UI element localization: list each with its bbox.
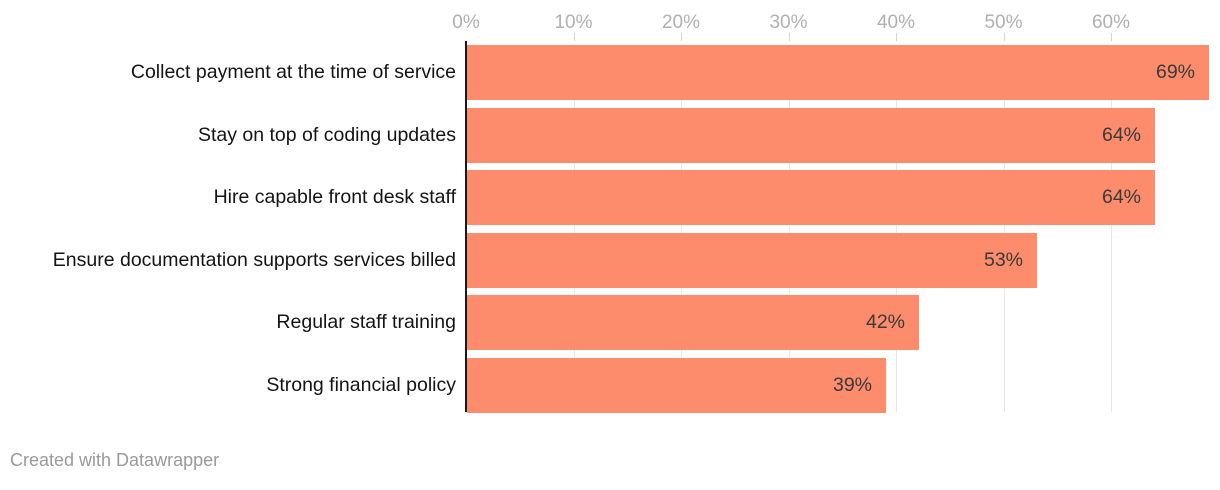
x-tick-label: 40% (876, 12, 916, 33)
x-tick-label: 50% (984, 12, 1023, 33)
bar-value-label: 53% (983, 248, 1023, 271)
bar: 39% (467, 357, 886, 413)
gridline (1111, 45, 1112, 412)
gridline (681, 45, 682, 412)
x-tick-mark (788, 33, 790, 41)
x-tick-mark (681, 33, 682, 41)
bar: 42% (467, 295, 919, 350)
category-label: Hire capable front desk staff (213, 186, 456, 208)
category-label: Ensure documentation supports services b… (52, 248, 456, 271)
bar: 69% (467, 45, 1209, 100)
gridline (896, 45, 897, 412)
gridline (788, 45, 790, 412)
category-label: Strong financial policy (266, 373, 456, 396)
x-tick-mark (896, 33, 897, 41)
bar: 64% (467, 107, 1155, 163)
x-tick-label: 0% (452, 12, 480, 33)
x-tick-label: 20% (661, 12, 701, 33)
x-tick-mark (1111, 33, 1112, 41)
x-tick-label: 30% (769, 12, 808, 33)
bar-value-label: 64% (1101, 123, 1141, 146)
attribution: Created with Datawrapper (10, 450, 220, 470)
x-tick-label: 10% (554, 12, 593, 33)
bar: 53% (467, 232, 1037, 288)
category-label: Collect payment at the time of service (130, 61, 456, 83)
bar-value-label: 42% (865, 311, 905, 333)
bar-value-label: 39% (832, 373, 872, 396)
gridline (573, 45, 575, 412)
x-tick-label: 60% (1091, 12, 1131, 33)
gridline (1003, 45, 1005, 412)
zero-axis-line (465, 41, 467, 412)
x-tick-mark (1003, 33, 1005, 41)
bar-value-label: 64% (1101, 186, 1141, 208)
bar: 64% (467, 170, 1155, 225)
category-label: Regular staff training (276, 311, 456, 333)
bar-value-label: 69% (1155, 61, 1195, 83)
category-label: Stay on top of coding updates (197, 123, 456, 146)
x-tick-mark (573, 33, 575, 41)
